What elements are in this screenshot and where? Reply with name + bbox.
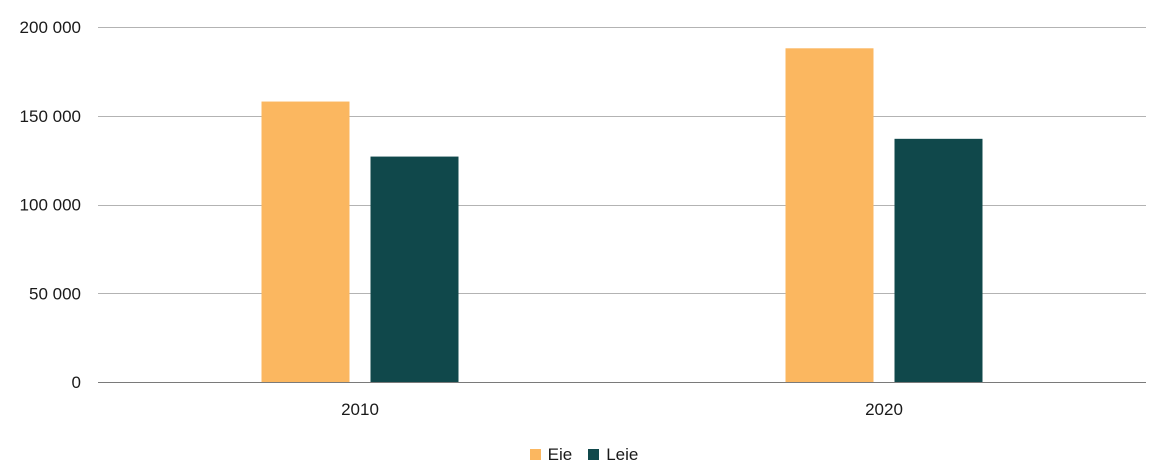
x-tick-label: 2020 xyxy=(865,400,903,419)
y-tick-label: 0 xyxy=(72,373,81,392)
legend-swatch-leie xyxy=(588,449,600,460)
x-axis-tick-labels: 2010 2020 xyxy=(341,400,903,419)
legend-label-eie: Eie xyxy=(547,445,573,464)
bar-leie-2010[interactable] xyxy=(370,156,459,382)
y-tick-label: 50 000 xyxy=(29,284,81,303)
x-tick-label: 2010 xyxy=(341,400,379,419)
legend-label-leie: Leie xyxy=(606,445,639,464)
legend-item-leie[interactable]: Leie xyxy=(588,446,638,463)
bar-leie-2020[interactable] xyxy=(894,138,983,382)
legend: Eie Leie xyxy=(0,446,1168,463)
y-axis-tick-labels: 0 50 000 100 000 150 000 200 000 xyxy=(20,18,81,392)
bars xyxy=(261,48,983,383)
y-tick-label: 200 000 xyxy=(20,18,81,37)
legend-item-eie[interactable]: Eie xyxy=(529,445,573,464)
legend-swatch-eie xyxy=(529,449,541,460)
bar-eie-2010[interactable] xyxy=(261,101,350,383)
gridlines xyxy=(98,27,1146,383)
y-tick-label: 150 000 xyxy=(20,107,81,126)
y-tick-label: 100 000 xyxy=(20,196,81,215)
bar-eie-2020[interactable] xyxy=(785,48,874,383)
